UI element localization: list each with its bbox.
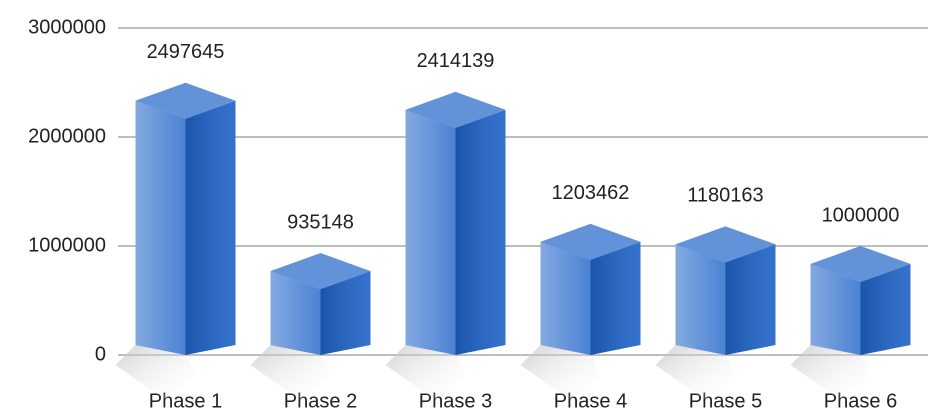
bar-top-face [675,226,776,263]
bar-right-shade [860,264,911,355]
bar-top-light [270,253,371,290]
value-label: 2414139 [417,50,495,72]
value-label: 1203462 [552,182,630,204]
bar-right-shade [455,109,506,355]
bar-top-face [540,223,641,260]
bar-top-light [810,246,911,282]
bar-shadow [655,345,736,400]
bar [250,253,371,400]
bar-left-light [270,271,321,355]
bar-top-face [405,91,506,128]
value-label: 2497645 [147,41,225,63]
bar-shadow [250,345,331,400]
bar-left-light [405,109,456,355]
bar [115,82,236,400]
bar-top-light [135,82,236,119]
y-tick-label: 2000000 [28,125,106,147]
y-tick-label: 0 [95,343,106,365]
bar-right-shade [725,244,776,355]
bar-shadow [520,345,601,400]
bar [520,223,641,400]
bar-top-light [675,226,776,263]
y-tick-label: 3000000 [28,16,106,38]
bar-right-shade [320,271,371,355]
bar-top-face [135,82,236,119]
value-label: 1000000 [822,204,900,226]
y-tick-label: 1000000 [28,234,106,256]
bar-shadow [385,345,466,400]
bar-top-face [810,246,911,282]
bar-left-light [675,244,726,355]
bar [385,91,506,400]
bar-left-light [810,264,861,355]
bar-right-shade [185,100,236,355]
bar [655,226,776,400]
bar-top-light [405,91,506,128]
bar-right-shade [590,241,641,355]
bar-left-light [135,100,186,355]
value-label: 1180163 [687,185,763,207]
bar-top-light [540,223,641,260]
bar-shadow [790,345,871,400]
bar-left-light [540,241,591,355]
bar [790,246,911,400]
bar-top-face [270,253,371,290]
bar-shadow [115,345,196,400]
value-label: 935148 [287,211,354,233]
